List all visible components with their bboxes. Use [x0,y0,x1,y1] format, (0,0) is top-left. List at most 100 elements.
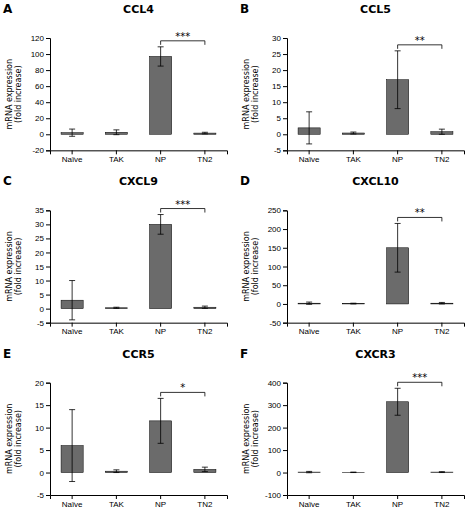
y-tick: 15 [35,401,50,410]
y-tick-mark [283,54,287,55]
x-tick: NP [392,150,403,164]
error-bar [113,130,119,135]
y-tick-label: 100 [268,446,282,455]
y-axis-line [283,211,288,323]
y-tick: 120 [31,34,50,43]
y-axis: -505101520253035 [35,206,50,327]
y-tick-label: 0 [277,469,282,478]
panel: ECCR5-505101520NaïveTAKNPTN2mRNA express… [3,347,228,509]
x-tick-mark [116,495,117,499]
y-tick: 20 [35,114,50,123]
x-tick-mark [204,495,205,499]
significance-label: *** [412,372,427,383]
y-tick-mark [46,252,50,253]
y-tick-mark [283,304,287,305]
bar [431,472,453,473]
x-tick-mark [397,495,398,499]
y-axis-line [283,39,288,151]
x-tick-label: TAK [346,327,362,336]
x-tick-label: NP [392,155,403,164]
error-bar [439,129,445,134]
error-bar [306,471,312,472]
y-tick: 10 [272,98,287,107]
figure: ACCL4-20020406080100120NaïveTAKNPTN2mRNA… [0,0,474,517]
error-bar [158,215,164,235]
x-tick-label: TN2 [434,327,450,336]
y-tick: 25 [35,234,50,243]
y-tick: -5 [37,319,50,328]
y-tick: 0 [40,305,50,314]
y-tick: 15 [35,263,50,272]
title: CCL5 [360,3,391,16]
title: CXCL9 [119,175,158,188]
x-tick-label: TN2 [197,327,213,336]
y-tick-mark [283,118,287,119]
y-tick-label: 300 [268,401,282,410]
panel-label: C [3,174,12,188]
x-tick: NP [392,323,403,337]
x-tick-label: NP [155,500,166,509]
y-tick: -5 [37,491,50,500]
x-tick: Naïve [62,150,83,164]
y-tick-label: 10 [35,424,44,433]
x-tick-label: Naïve [62,155,83,164]
x-tick-mark [397,323,398,327]
x-tick: TAK [346,150,362,164]
y-tick-label: 35 [35,206,44,215]
x-tick: NP [155,323,166,337]
title: CCL4 [123,3,154,16]
x-tick-label: TAK [109,155,125,164]
x-tick-mark [353,323,354,327]
panel: FCXCR3-1000100200300400NaïveTAKNPTN2mRNA… [240,347,465,509]
x-axis-line [288,323,465,327]
y-axis-title-line: mRNA expression [5,59,14,130]
y-tick-label: 80 [35,66,44,75]
error-bar [202,306,208,308]
y-tick: 20 [35,379,50,388]
y-axis-title-line: mRNA expression [5,404,14,475]
y-axis-title: mRNA expression(fold increase) [5,231,23,302]
panel-label: E [3,347,11,361]
y-tick-label: 150 [268,244,282,253]
x-tick: NP [155,150,166,164]
y-tick-mark [46,150,50,151]
x-axis: NaïveTAKNPTN2 [288,495,465,509]
x-tick-mark [72,150,73,154]
y-tick-mark [46,267,50,268]
y-tick-label: 5 [40,446,45,455]
y-axis: -20020406080100120 [31,34,51,155]
y-tick-mark [46,323,50,324]
y-tick: 100 [31,50,50,59]
y-tick: -5 [274,146,287,155]
x-tick: Naïve [299,150,320,164]
title: CXCL10 [352,175,399,188]
x-tick-mark [441,150,442,154]
x-tick: TN2 [197,495,213,509]
y-tick-mark [46,495,50,496]
y-tick-label: 30 [272,34,281,43]
y-axis-title: mRNA expression(fold increase) [5,59,23,130]
x-tick: TAK [346,495,362,509]
panel: CCXCL9-505101520253035NaïveTAKNPTN2mRNA … [3,174,228,336]
y-tick: 250 [268,206,287,215]
plot: CXCL9-505101520253035NaïveTAKNPTN2mRNA e… [5,175,228,336]
x-tick-label: Naïve [299,327,320,336]
x-tick-label: TN2 [197,500,213,509]
bar [342,472,364,473]
y-tick-label: -5 [37,491,45,500]
y-tick-mark [283,495,287,496]
y-tick: 300 [268,401,287,410]
y-tick: 0 [40,130,50,139]
y-tick-label: -50 [269,319,281,328]
y-axis-title-line: mRNA expression [242,404,251,475]
y-tick: 100 [268,446,287,455]
plot: CXCR3-1000100200300400NaïveTAKNPTN2mRNA … [242,348,465,509]
y-tick-label: -20 [32,146,44,155]
x-tick: Naïve [299,323,320,337]
y-axis-title-line: (fold increase) [14,238,23,296]
y-tick: 25 [272,50,287,59]
x-axis-line [51,151,228,155]
x-tick: TN2 [434,323,450,337]
panel: DCXCL10-50050100150200250NaïveTAKNPTN2mR… [240,174,465,336]
y-axis-title-line: (fold increase) [14,410,23,468]
